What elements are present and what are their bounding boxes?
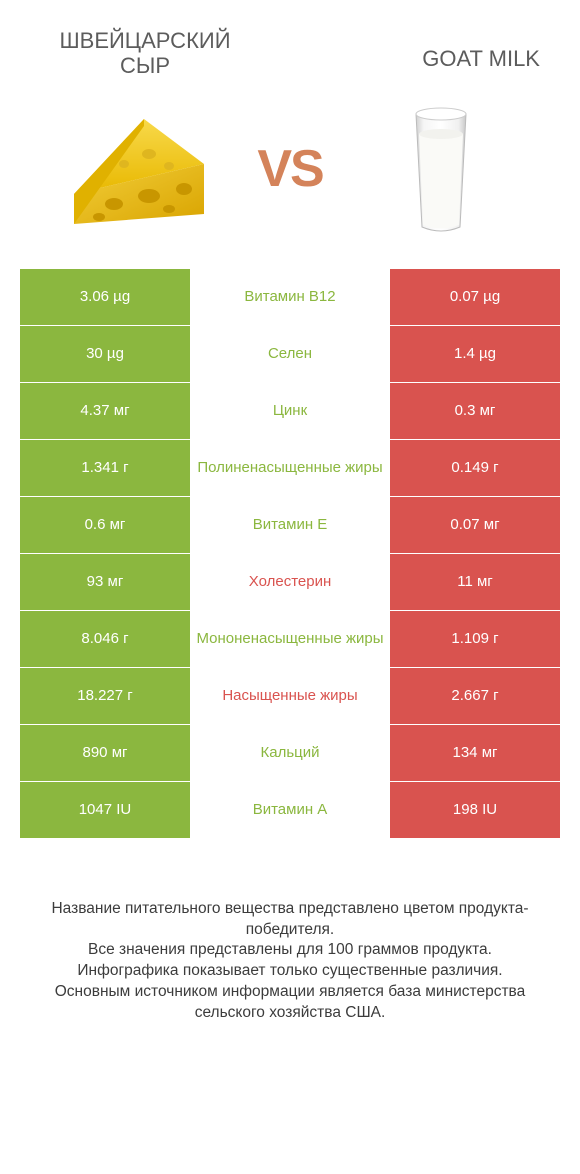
value-right: 2.667 г xyxy=(390,668,560,724)
value-left: 1.341 г xyxy=(20,440,190,496)
value-right: 0.3 мг xyxy=(390,383,560,439)
comparison-table: 3.06 µgВитамин B120.07 µg30 µgСелен1.4 µ… xyxy=(20,269,560,839)
footer-text: Название питательного вещества представл… xyxy=(0,839,580,1025)
nutrient-label: Витамин A xyxy=(190,782,390,838)
value-left: 3.06 µg xyxy=(20,269,190,325)
value-right: 0.07 мг xyxy=(390,497,560,553)
value-right: 11 мг xyxy=(390,554,560,610)
product-title-left: ШВЕЙЦАРСКИЙ СЫР xyxy=(40,28,250,79)
value-right: 198 IU xyxy=(390,782,560,838)
nutrient-label: Насыщенные жиры xyxy=(190,668,390,724)
nutrient-label: Витамин E xyxy=(190,497,390,553)
header: ШВЕЙЦАРСКИЙ СЫР GOAT MILK xyxy=(0,0,580,89)
value-right: 0.149 г xyxy=(390,440,560,496)
value-left: 8.046 г xyxy=(20,611,190,667)
value-left: 93 мг xyxy=(20,554,190,610)
table-row: 8.046 гМононенасыщенные жиры1.109 г xyxy=(20,611,560,668)
value-left: 0.6 мг xyxy=(20,497,190,553)
footer-line: Инфографика показывает только существенн… xyxy=(20,961,560,982)
table-row: 890 мгКальций134 мг xyxy=(20,725,560,782)
nutrient-label: Селен xyxy=(190,326,390,382)
value-right: 134 мг xyxy=(390,725,560,781)
nutrient-label: Витамин B12 xyxy=(190,269,390,325)
nutrient-label: Полиненасыщенные жиры xyxy=(190,440,390,496)
cheese-image xyxy=(30,104,247,234)
value-right: 1.109 г xyxy=(390,611,560,667)
product-title-right: GOAT MILK xyxy=(340,28,540,71)
table-row: 18.227 гНасыщенные жиры2.667 г xyxy=(20,668,560,725)
value-right: 0.07 µg xyxy=(390,269,560,325)
value-left: 1047 IU xyxy=(20,782,190,838)
nutrient-label: Кальций xyxy=(190,725,390,781)
vs-label: VS xyxy=(257,139,322,199)
nutrient-label: Цинк xyxy=(190,383,390,439)
table-row: 4.37 мгЦинк0.3 мг xyxy=(20,383,560,440)
milk-image xyxy=(333,99,550,239)
value-left: 4.37 мг xyxy=(20,383,190,439)
value-left: 18.227 г xyxy=(20,668,190,724)
table-row: 30 µgСелен1.4 µg xyxy=(20,326,560,383)
value-left: 890 мг xyxy=(20,725,190,781)
footer-line: Все значения представлены для 100 граммо… xyxy=(20,940,560,961)
footer-line: Основным источником информации является … xyxy=(20,982,560,1024)
table-row: 1.341 гПолиненасыщенные жиры0.149 г xyxy=(20,440,560,497)
table-row: 3.06 µgВитамин B120.07 µg xyxy=(20,269,560,326)
table-row: 93 мгХолестерин11 мг xyxy=(20,554,560,611)
images-row: VS xyxy=(0,89,580,269)
nutrient-label: Холестерин xyxy=(190,554,390,610)
nutrient-label: Мононенасыщенные жиры xyxy=(190,611,390,667)
table-row: 0.6 мгВитамин E0.07 мг xyxy=(20,497,560,554)
value-left: 30 µg xyxy=(20,326,190,382)
value-right: 1.4 µg xyxy=(390,326,560,382)
table-row: 1047 IUВитамин A198 IU xyxy=(20,782,560,839)
footer-line: Название питательного вещества представл… xyxy=(20,899,560,941)
